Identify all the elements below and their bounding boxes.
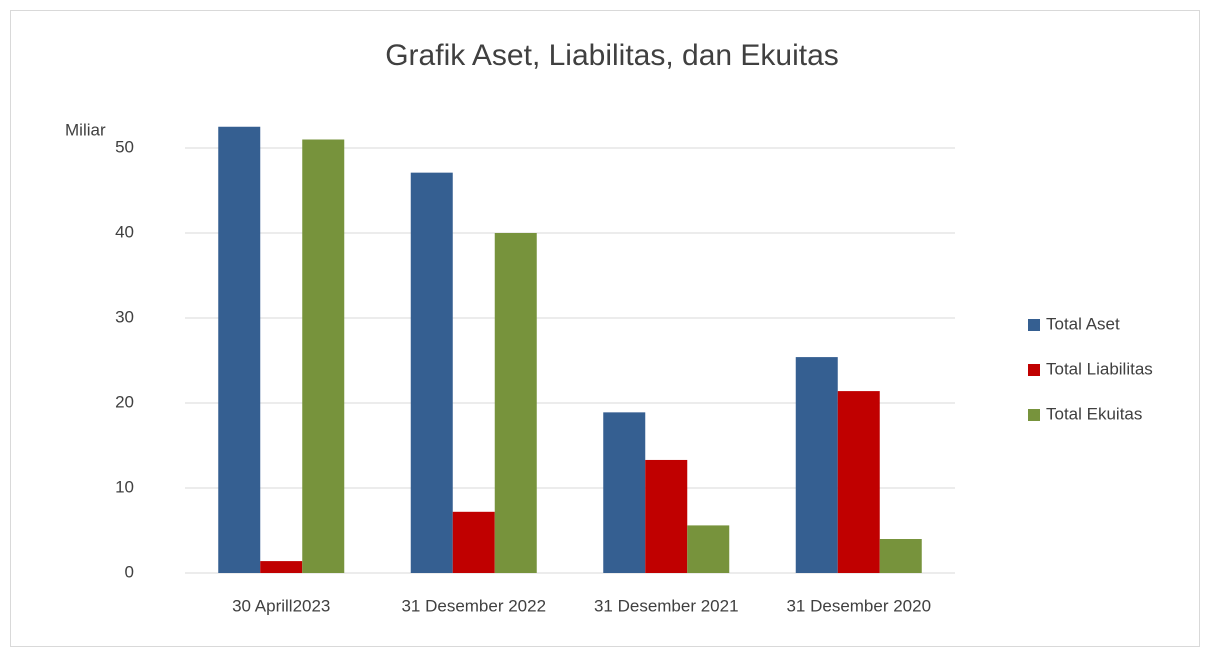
bar: [410, 172, 453, 573]
legend-label: Total Liabilitas: [1046, 359, 1153, 378]
bar: [879, 539, 922, 573]
legend-swatch: [1028, 319, 1040, 331]
x-tick-label: 31 Desember 2021: [594, 596, 739, 615]
legend-label: Total Aset: [1046, 314, 1120, 333]
bar: [260, 561, 303, 573]
bar: [302, 139, 345, 573]
bar: [218, 126, 261, 573]
y-tick-label: 0: [125, 562, 134, 581]
bar: [795, 357, 838, 573]
x-tick-label: 31 Desember 2022: [401, 596, 546, 615]
legend-swatch: [1028, 409, 1040, 421]
bar: [645, 459, 688, 573]
chart-title: Grafik Aset, Liabilitas, dan Ekuitas: [385, 39, 839, 72]
y-tick-label: 10: [115, 477, 134, 496]
y-tick-label: 50: [115, 137, 134, 156]
bar: [837, 391, 880, 573]
bar: [494, 233, 537, 573]
legend-swatch: [1028, 364, 1040, 376]
bar: [603, 412, 646, 573]
bar: [452, 511, 495, 573]
y-tick-label: 30: [115, 307, 134, 326]
bar: [687, 525, 730, 573]
legend-label: Total Ekuitas: [1046, 404, 1142, 423]
y-tick-label: 20: [115, 392, 134, 411]
y-tick-label: 40: [115, 222, 134, 241]
y-axis-label: Miliar: [65, 120, 106, 139]
x-tick-label: 30 Aprill2023: [232, 596, 330, 615]
x-tick-label: 31 Desember 2020: [786, 596, 931, 615]
